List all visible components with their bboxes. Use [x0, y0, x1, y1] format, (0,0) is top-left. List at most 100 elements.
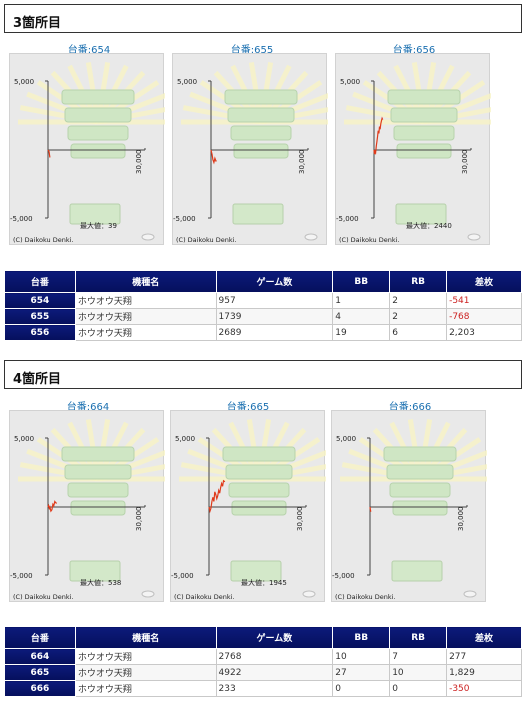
copyright-label: (C) Daikoku Denki. [174, 593, 235, 601]
graph-canvas: 5,000 -5,000 30,000 最大値：2440 (C) Daikoku Den… [336, 62, 491, 244]
x-tick-label: 30,000 [298, 150, 306, 175]
rb-count: 7 [389, 648, 448, 665]
section-title-4: 4箇所目 [4, 360, 522, 389]
slump-graph[interactable]: 5,000 -5,000 30,000 最大値：538 (C) Daikoku Denk… [9, 410, 165, 602]
logo-icon [141, 233, 155, 241]
y-tick-label: 5,000 [177, 78, 197, 86]
slump-graph[interactable]: 5,000 -5,000 30,000 (C) Daikoku Denki. [172, 53, 328, 245]
max-value-label: 最大値：538 [80, 578, 121, 587]
machine-number[interactable]: 664 [4, 648, 76, 665]
x-tick-label: 30,000 [135, 150, 143, 175]
logo-icon [304, 233, 318, 241]
y-tick-label: -5,000 [332, 572, 355, 580]
col-header-number: 台番 [4, 270, 76, 293]
background-decoration [344, 62, 491, 225]
section-title-3: 3箇所目 [4, 4, 522, 33]
graph-canvas: 5,000 -5,000 30,000 (C) Daikoku Denki. [332, 419, 487, 601]
machine-number[interactable]: 655 [4, 308, 76, 325]
rb-count: 2 [389, 308, 448, 325]
machine-model: ホウオウ天翔 [74, 324, 217, 341]
graph-label-665[interactable]: 台番:665 [226, 402, 270, 413]
col-header-bb: BB [332, 270, 391, 293]
game-count: 4922 [215, 664, 334, 681]
graph-label-666[interactable]: 台番:666 [388, 402, 432, 413]
max-value-label: 最大値：1945 [241, 578, 287, 587]
y-tick-label: -5,000 [336, 215, 359, 223]
machine-number[interactable]: 666 [4, 680, 76, 697]
col-header-games: ゲーム数 [215, 270, 334, 293]
y-tick-label: 5,000 [336, 435, 356, 443]
logo-icon [302, 590, 316, 598]
y-tick-label: -5,000 [10, 215, 33, 223]
graph-canvas: 5,000 -5,000 30,000 最大値：39 (C) Daikoku Denki… [10, 62, 165, 244]
bb-count: 1 [332, 292, 391, 309]
col-header-number: 台番 [4, 626, 76, 649]
y-tick-label: -5,000 [10, 572, 33, 580]
machine-number[interactable]: 654 [4, 292, 76, 309]
copyright-label: (C) Daikoku Denki. [13, 236, 74, 244]
rb-count: 0 [389, 680, 448, 697]
bb-count: 4 [332, 308, 391, 325]
machine-number[interactable]: 656 [4, 324, 76, 341]
machine-number[interactable]: 665 [4, 664, 76, 681]
machine-table-4: 台番 機種名 ゲーム数 BB RB 差枚 664 ホウオウ天翔 2768 10 … [4, 626, 522, 697]
machine-model: ホウオウ天翔 [74, 292, 217, 309]
logo-icon [141, 590, 155, 598]
y-tick-label: -5,000 [171, 572, 194, 580]
slump-line [47, 149, 51, 158]
max-value-label: 最大値：2440 [406, 221, 452, 230]
machine-model: ホウオウ天翔 [74, 680, 217, 697]
bb-count: 27 [332, 664, 391, 681]
game-count: 2689 [215, 324, 334, 341]
rb-count: 10 [389, 664, 448, 681]
bb-count: 19 [332, 324, 391, 341]
machine-table-3: 台番 機種名 ゲーム数 BB RB 差枚 654 ホウオウ天翔 957 1 2 … [4, 270, 522, 341]
graph-label-655[interactable]: 台番:655 [230, 45, 274, 56]
copyright-label: (C) Daikoku Denki. [13, 593, 74, 601]
graph-label-664[interactable]: 台番:664 [66, 402, 110, 413]
logo-icon [463, 590, 477, 598]
col-header-games: ゲーム数 [215, 626, 334, 649]
medal-diff: 277 [446, 648, 522, 665]
rb-count: 2 [389, 292, 448, 309]
medal-diff: -350 [446, 680, 522, 697]
col-header-rb: RB [389, 270, 448, 293]
graph-label-654[interactable]: 台番:654 [67, 45, 111, 56]
graph-label-656[interactable]: 台番:656 [392, 45, 436, 56]
col-header-diff: 差枚 [446, 270, 522, 293]
medal-diff: -768 [446, 308, 522, 325]
background-decoration [18, 419, 165, 582]
x-tick-label: 30,000 [135, 507, 143, 532]
slump-graph[interactable]: 5,000 -5,000 30,000 最大値：1945 (C) Daikoku Den… [170, 410, 326, 602]
col-header-rb: RB [389, 626, 448, 649]
copyright-label: (C) Daikoku Denki. [339, 236, 400, 244]
medal-diff: -541 [446, 292, 522, 309]
machine-model: ホウオウ天翔 [74, 648, 217, 665]
machine-model: ホウオウ天翔 [74, 308, 217, 325]
background-decoration [18, 62, 165, 225]
slump-line [369, 506, 372, 512]
slump-line [373, 116, 384, 156]
game-count: 233 [215, 680, 334, 697]
max-value-label: 最大値：39 [80, 221, 117, 230]
graph-canvas: 5,000 -5,000 30,000 最大値：538 (C) Daikoku Denk… [10, 419, 165, 601]
background-decoration [179, 419, 326, 582]
slump-graph[interactable]: 5,000 -5,000 30,000 最大値：2440 (C) Daikoku Den… [335, 53, 491, 245]
bb-count: 10 [332, 648, 391, 665]
x-tick-label: 30,000 [296, 507, 304, 532]
x-tick-label: 30,000 [457, 507, 465, 532]
background-decoration [340, 419, 487, 582]
graph-canvas: 5,000 -5,000 30,000 最大値：1945 (C) Daikoku Den… [171, 419, 326, 601]
rb-count: 6 [389, 324, 448, 341]
table-row: 665 ホウオウ天翔 4922 27 10 1,829 [4, 664, 522, 681]
table-row: 666 ホウオウ天翔 233 0 0 -350 [4, 680, 522, 697]
slump-graph[interactable]: 5,000 -5,000 30,000 最大値：39 (C) Daikoku Denki… [9, 53, 165, 245]
machine-model: ホウオウ天翔 [74, 664, 217, 681]
slump-graph[interactable]: 5,000 -5,000 30,000 (C) Daikoku Denki. [331, 410, 487, 602]
background-decoration [181, 62, 328, 225]
copyright-label: (C) Daikoku Denki. [176, 236, 237, 244]
medal-diff: 2,203 [446, 324, 522, 341]
y-tick-label: 5,000 [340, 78, 360, 86]
y-tick-label: 5,000 [14, 435, 34, 443]
game-count: 2768 [215, 648, 334, 665]
